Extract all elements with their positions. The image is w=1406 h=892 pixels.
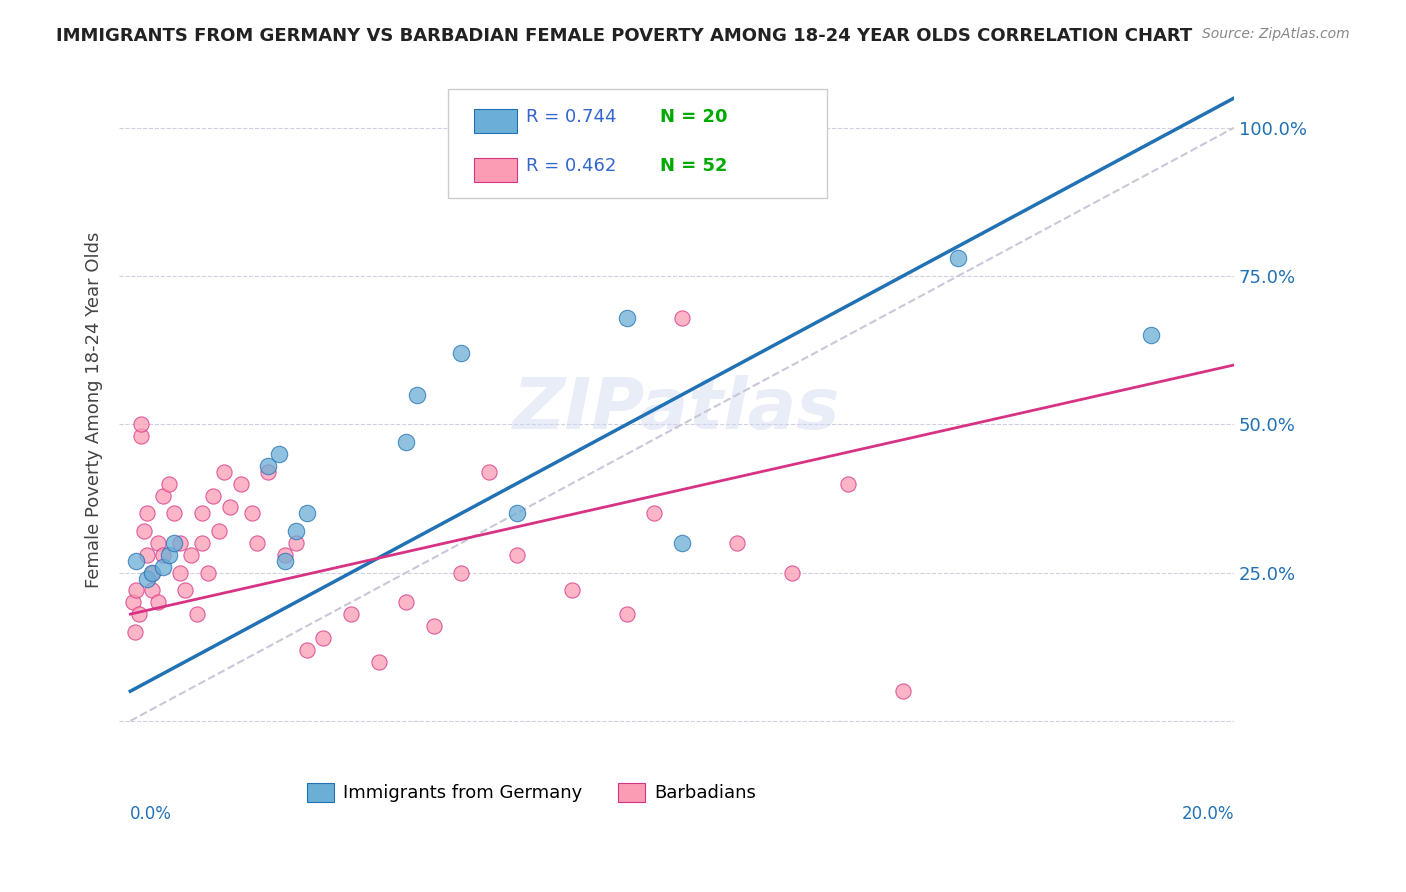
Point bbox=[163, 536, 186, 550]
Point bbox=[135, 506, 157, 520]
Point bbox=[616, 310, 638, 325]
Point bbox=[152, 489, 174, 503]
Point bbox=[152, 559, 174, 574]
Point bbox=[135, 548, 157, 562]
Point bbox=[191, 506, 214, 520]
Text: N = 52: N = 52 bbox=[659, 157, 727, 175]
Point bbox=[197, 566, 219, 580]
Point bbox=[274, 548, 297, 562]
Point bbox=[128, 607, 150, 621]
Point bbox=[367, 655, 389, 669]
Text: N = 20: N = 20 bbox=[659, 108, 727, 126]
Point bbox=[257, 465, 280, 479]
Point bbox=[146, 536, 169, 550]
Text: IMMIGRANTS FROM GERMANY VS BARBADIAN FEMALE POVERTY AMONG 18-24 YEAR OLDS CORREL: IMMIGRANTS FROM GERMANY VS BARBADIAN FEM… bbox=[56, 27, 1192, 45]
Point bbox=[132, 524, 155, 538]
Point bbox=[478, 465, 501, 479]
Point bbox=[202, 489, 225, 503]
Point bbox=[135, 572, 157, 586]
Point bbox=[946, 252, 969, 266]
Point bbox=[157, 548, 180, 562]
Point bbox=[295, 506, 318, 520]
Point bbox=[169, 536, 191, 550]
Point bbox=[186, 607, 208, 621]
Point bbox=[152, 548, 174, 562]
Point bbox=[1140, 328, 1163, 343]
Point bbox=[395, 435, 418, 450]
Text: Source: ZipAtlas.com: Source: ZipAtlas.com bbox=[1202, 27, 1350, 41]
Point bbox=[169, 566, 191, 580]
Text: R = 0.744: R = 0.744 bbox=[526, 108, 617, 126]
Point bbox=[174, 583, 197, 598]
Point bbox=[891, 684, 914, 698]
Point bbox=[725, 536, 748, 550]
Point bbox=[240, 506, 263, 520]
Y-axis label: Female Poverty Among 18-24 Year Olds: Female Poverty Among 18-24 Year Olds bbox=[86, 231, 103, 588]
Point bbox=[229, 476, 252, 491]
Point bbox=[643, 506, 665, 520]
Point bbox=[295, 642, 318, 657]
Point bbox=[257, 458, 280, 473]
Point bbox=[124, 624, 146, 639]
Point bbox=[616, 607, 638, 621]
Point bbox=[157, 476, 180, 491]
Point bbox=[125, 554, 148, 568]
Text: ZIPatlas: ZIPatlas bbox=[513, 375, 841, 444]
Point bbox=[180, 548, 202, 562]
Point bbox=[505, 506, 527, 520]
Legend: Immigrants from Germany, Barbadians: Immigrants from Germany, Barbadians bbox=[299, 776, 763, 810]
Point bbox=[340, 607, 363, 621]
Point bbox=[131, 417, 153, 432]
Point bbox=[218, 500, 240, 515]
Point bbox=[246, 536, 269, 550]
Point bbox=[191, 536, 214, 550]
Point bbox=[423, 619, 446, 633]
Point bbox=[395, 595, 418, 609]
Point bbox=[269, 447, 291, 461]
Point bbox=[782, 566, 804, 580]
Point bbox=[284, 524, 307, 538]
Point bbox=[671, 310, 693, 325]
Point bbox=[837, 476, 859, 491]
Point bbox=[207, 524, 229, 538]
Point bbox=[406, 387, 429, 401]
Point bbox=[131, 429, 153, 443]
Point bbox=[141, 566, 163, 580]
Point bbox=[561, 583, 583, 598]
Point bbox=[274, 554, 297, 568]
Text: 20.0%: 20.0% bbox=[1181, 805, 1234, 823]
Point bbox=[141, 566, 163, 580]
FancyBboxPatch shape bbox=[449, 89, 827, 198]
Point bbox=[505, 548, 527, 562]
FancyBboxPatch shape bbox=[474, 109, 517, 133]
Point bbox=[122, 595, 145, 609]
Point bbox=[141, 583, 163, 598]
Text: 0.0%: 0.0% bbox=[131, 805, 172, 823]
FancyBboxPatch shape bbox=[474, 158, 517, 183]
Point bbox=[125, 583, 148, 598]
Text: R = 0.462: R = 0.462 bbox=[526, 157, 616, 175]
Point bbox=[146, 595, 169, 609]
Point bbox=[450, 346, 472, 360]
Point bbox=[312, 631, 335, 645]
Point bbox=[163, 506, 186, 520]
Point bbox=[212, 465, 235, 479]
Point bbox=[284, 536, 307, 550]
Point bbox=[725, 138, 748, 153]
Point bbox=[671, 536, 693, 550]
Point bbox=[450, 566, 472, 580]
